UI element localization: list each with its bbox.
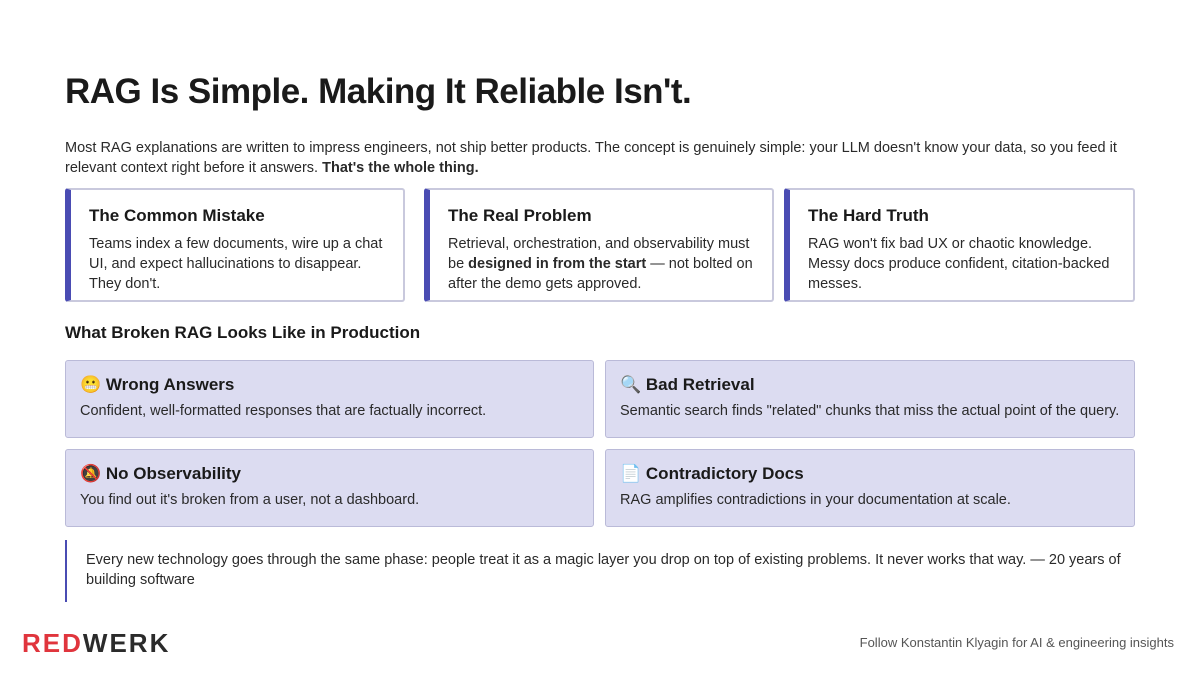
intro-emphasis: That's the whole thing. — [322, 160, 479, 176]
problem-title-text: Contradictory Docs — [645, 464, 804, 483]
title: RAG Is Simple. Making It Reliable Isn't. — [65, 72, 692, 111]
card-text: Retrieval, orchestration, and observabil… — [448, 236, 750, 272]
logo-werk: WERK — [82, 628, 171, 658]
problem-body: RAG amplifies contradictions in your doc… — [620, 492, 1011, 508]
card-text: RAG won't fix bad UX or chaotic knowledg… — [808, 236, 1110, 292]
problem-body: Semantic search finds "related" chunks t… — [620, 403, 1120, 419]
card-title: The Hard Truth — [808, 206, 929, 225]
card-text: Teams index a few documents, wire up a c… — [89, 236, 383, 292]
problem-icon: 😬 — [80, 375, 102, 394]
card-title: The Common Mistake — [89, 206, 265, 225]
problem-card: 🔕 No Observability You find out it's bro… — [65, 449, 594, 527]
logo-red: RED — [22, 628, 83, 658]
card-body: Retrieval, orchestration, and observabil… — [448, 234, 758, 294]
card-body: RAG won't fix bad UX or chaotic knowledg… — [808, 234, 1119, 294]
intro: Most RAG explanations are written to imp… — [65, 138, 1135, 178]
problem-icon: 🔕 — [80, 464, 102, 483]
problem-title-text: Bad Retrieval — [645, 375, 755, 394]
credit: Follow Konstantin Klyagin for AI & engin… — [859, 635, 1174, 650]
section-title: What Broken RAG Looks Like in Production — [65, 323, 421, 342]
problem-body: You find out it's broken from a user, no… — [80, 492, 420, 508]
card-body: Teams index a few documents, wire up a c… — [89, 234, 389, 294]
intro-text: Most RAG explanations are written to imp… — [65, 140, 1117, 176]
problem-icon: 🔍 — [620, 375, 642, 394]
problem-title: 📄 Contradictory Docs — [620, 464, 1120, 484]
logo: REDWERK — [22, 628, 170, 659]
problem-title: 😬 Wrong Answers — [80, 375, 579, 395]
card-title: The Real Problem — [448, 206, 592, 225]
card-text: — not bolted on after the demo gets appr… — [448, 256, 753, 292]
quote: Every new technology goes through the sa… — [65, 540, 1125, 602]
card: The Common Mistake Teams index a few doc… — [65, 188, 405, 302]
problem-title: 🔍 Bad Retrieval — [620, 375, 1120, 395]
card: The Real Problem Retrieval, orchestratio… — [424, 188, 774, 302]
problem-card: 😬 Wrong Answers Confident, well-formatte… — [65, 360, 594, 438]
problem-body: Confident, well-formatted responses that… — [80, 403, 487, 419]
problem-title-text: Wrong Answers — [105, 375, 235, 394]
card: The Hard Truth RAG won't fix bad UX or c… — [784, 188, 1135, 302]
card-emphasis: designed in from the start — [468, 256, 647, 272]
problem-card: 🔍 Bad Retrieval Semantic search finds "r… — [605, 360, 1135, 438]
problem-icon: 📄 — [620, 464, 642, 483]
problem-title-text: No Observability — [105, 464, 242, 483]
problem-title: 🔕 No Observability — [80, 464, 579, 484]
problem-card: 📄 Contradictory Docs RAG amplifies contr… — [605, 449, 1135, 527]
